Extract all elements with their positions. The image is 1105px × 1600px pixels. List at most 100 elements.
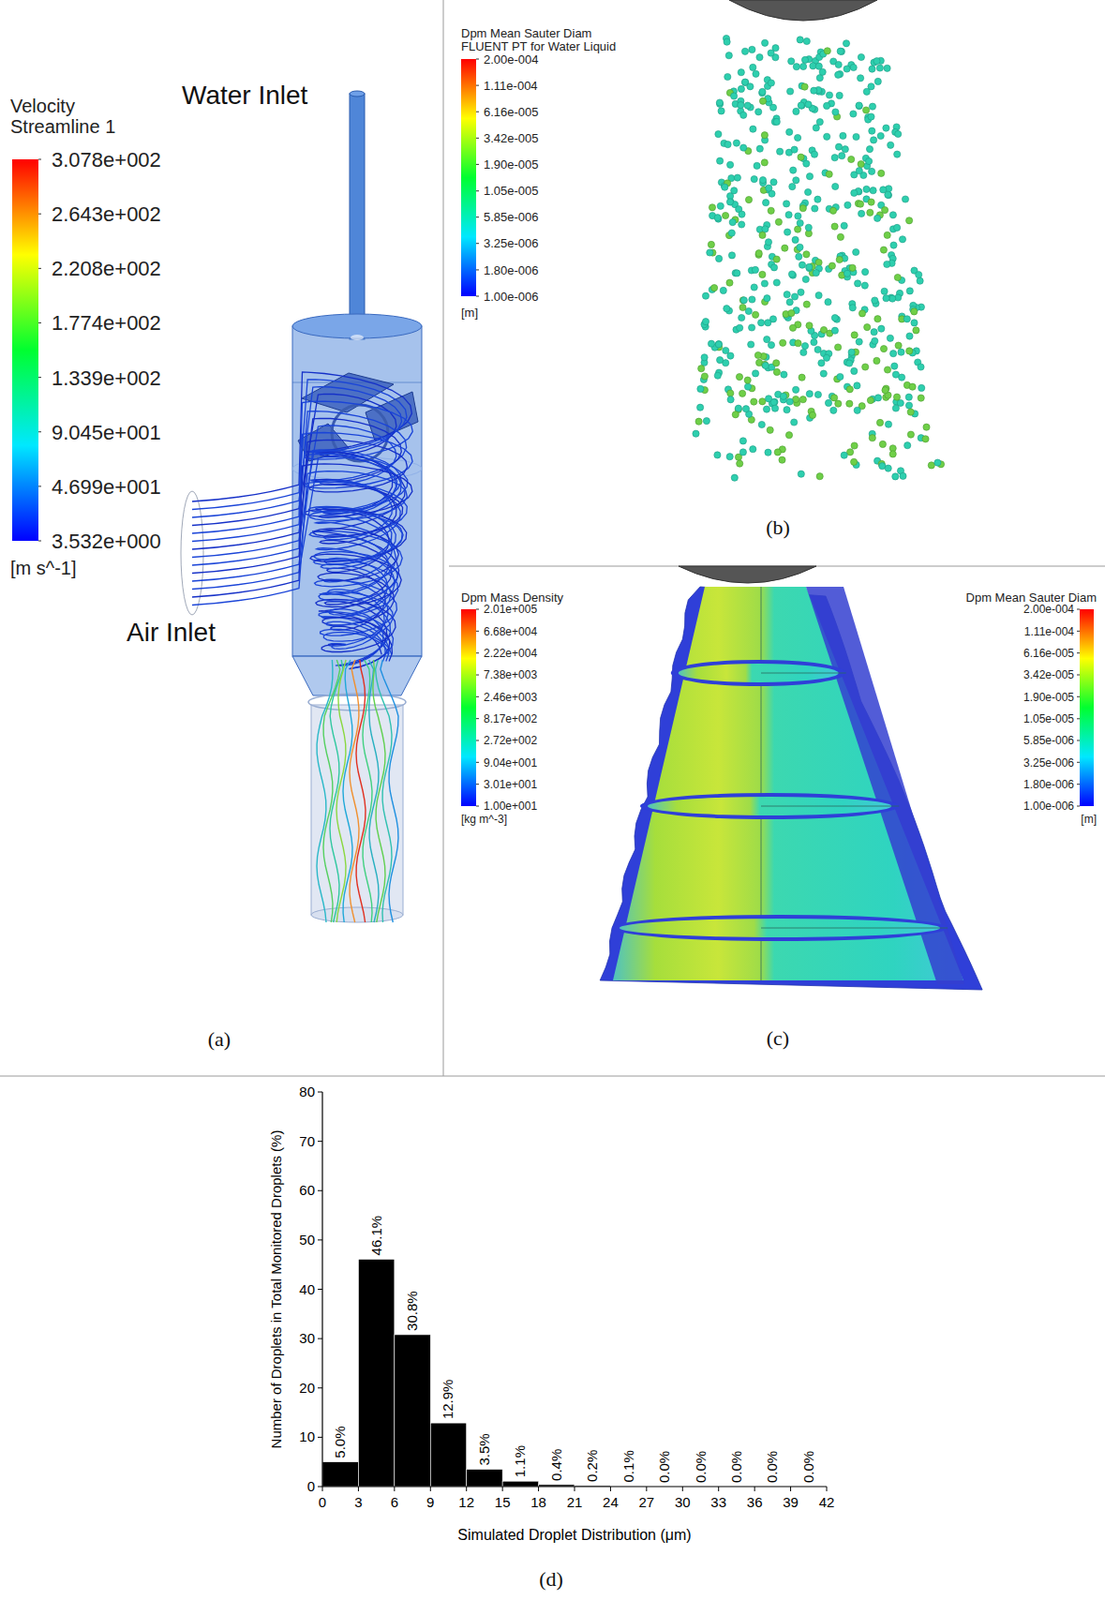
droplet [752, 311, 760, 318]
droplet [791, 418, 798, 426]
droplet [716, 254, 723, 262]
data-label: 0.0% [800, 1450, 817, 1483]
droplet [878, 325, 885, 332]
droplet [905, 402, 912, 409]
colorbar-tick [476, 609, 479, 611]
droplet [744, 102, 751, 109]
droplet [858, 310, 866, 317]
spray-envelope [599, 586, 983, 990]
streamline-outlet [336, 659, 346, 923]
droplet [836, 91, 843, 99]
droplet [863, 88, 870, 95]
y-tick [317, 1091, 323, 1093]
droplet [895, 342, 902, 349]
droplet [857, 74, 865, 82]
droplet [874, 214, 882, 222]
bar [358, 1258, 394, 1487]
colorbar-tick-label: 3.532e+000 [51, 529, 162, 553]
droplet [917, 394, 925, 402]
droplet [868, 127, 876, 135]
droplet [737, 102, 745, 109]
droplet [752, 70, 760, 77]
y-tick-label: 30 [298, 1329, 315, 1346]
nozzle [678, 566, 817, 583]
droplet [731, 187, 738, 195]
droplet [792, 386, 800, 393]
droplet [761, 280, 768, 287]
droplet [823, 133, 831, 140]
colorbar-tick [38, 376, 42, 378]
droplet [868, 103, 876, 110]
colorbar: 2.01e+0056.68e+0042.22e+0047.38e+0032.46… [461, 590, 565, 826]
droplet [797, 102, 805, 109]
droplet [763, 336, 771, 344]
droplet [828, 262, 836, 269]
droplet [789, 183, 796, 191]
panel-a-geometry [180, 90, 422, 923]
droplet [871, 337, 879, 344]
droplet [721, 183, 729, 191]
droplet [767, 49, 775, 57]
colorbar-tick-label: 1.90e-005 [1023, 690, 1075, 704]
y-tick [317, 1387, 323, 1389]
droplet [862, 363, 869, 371]
droplet [857, 53, 865, 60]
droplet [706, 249, 714, 256]
droplet [769, 104, 777, 111]
pipe-top [349, 90, 365, 97]
droplet [818, 359, 825, 367]
droplet [855, 338, 863, 345]
colorbar-title: Velocity [10, 95, 75, 117]
droplet [773, 368, 780, 375]
droplet [842, 40, 850, 47]
droplet [927, 462, 935, 469]
droplet [773, 279, 780, 286]
droplet [831, 394, 838, 402]
colorbar-tick-label: 3.078e+002 [51, 148, 162, 172]
droplet [838, 152, 846, 160]
droplet [794, 212, 802, 220]
slice-rim [640, 792, 899, 820]
droplet [715, 341, 722, 348]
droplet [835, 343, 842, 351]
droplet [725, 52, 732, 60]
droplet [823, 47, 831, 55]
droplet [867, 198, 875, 206]
colorbar-tick [38, 540, 42, 542]
slice-rim [671, 659, 847, 687]
droplet [755, 108, 762, 116]
droplet [785, 211, 792, 219]
colorbar-unit: [kg m^-3] [461, 812, 508, 826]
droplet [762, 405, 770, 413]
droplet [861, 282, 868, 289]
colorbar-tick-label: 1.11e-004 [483, 78, 538, 93]
x-tick-label: 0 [318, 1493, 327, 1510]
colorbar-tick [1076, 717, 1080, 719]
streamline-outlet [375, 659, 392, 923]
droplet [797, 288, 805, 296]
colorbar-tick-label: 2.72e+002 [483, 733, 538, 747]
droplet [739, 437, 747, 445]
droplet [716, 99, 723, 106]
droplet [714, 451, 721, 459]
data-label: 0.0% [728, 1450, 745, 1483]
droplet [803, 251, 810, 258]
droplet [831, 223, 838, 230]
droplet [851, 367, 858, 374]
droplet [835, 400, 842, 407]
droplet [801, 343, 808, 350]
droplet [797, 470, 805, 478]
colorbar-tick [476, 739, 479, 741]
colorbar-tick [38, 485, 42, 487]
droplet [849, 304, 856, 312]
droplet [759, 97, 766, 105]
droplet [724, 141, 732, 149]
x-tick [645, 1486, 647, 1492]
droplet [790, 166, 797, 174]
droplet [840, 222, 848, 229]
colorbar-tick [1076, 630, 1080, 632]
droplet [803, 37, 810, 45]
droplet [846, 400, 853, 407]
droplet [717, 107, 725, 115]
droplet [803, 160, 810, 167]
